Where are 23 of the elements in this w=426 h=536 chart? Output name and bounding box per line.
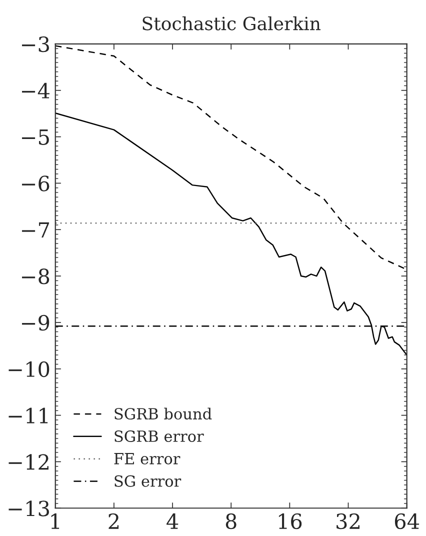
y-tick-label: −10 [8, 361, 50, 378]
legend-label: SGRB error [114, 430, 204, 442]
y-tick-label: −3 [22, 36, 49, 52]
legend-label: SGRB bound [114, 408, 212, 420]
y-tick-label: −5 [22, 130, 49, 145]
y-tick-label: −13 [8, 500, 49, 516]
chart-title: Stochastic Galerkin [142, 16, 320, 30]
x-tick-label: 16 [278, 513, 302, 530]
y-tick-label: −4 [22, 82, 50, 98]
y-tick-label: −6 [22, 176, 50, 192]
x-tick-label: 64 [394, 513, 420, 530]
y-tick-label: −12 [8, 454, 48, 470]
y-tick-label: −8 [22, 268, 50, 284]
x-tick-label: 1 [51, 513, 60, 529]
y-tick-label: −7 [22, 222, 50, 238]
x-tick-label: 4 [166, 513, 178, 529]
legend-label: SG error [114, 475, 182, 487]
x-tick-label: 32 [336, 513, 360, 530]
y-tick-label: −11 [8, 408, 48, 424]
y-tick-label: −9 [22, 314, 50, 331]
legend-label: FE error [114, 453, 180, 464]
x-tick-label: 2 [108, 513, 119, 529]
x-tick-label: 8 [226, 513, 236, 530]
